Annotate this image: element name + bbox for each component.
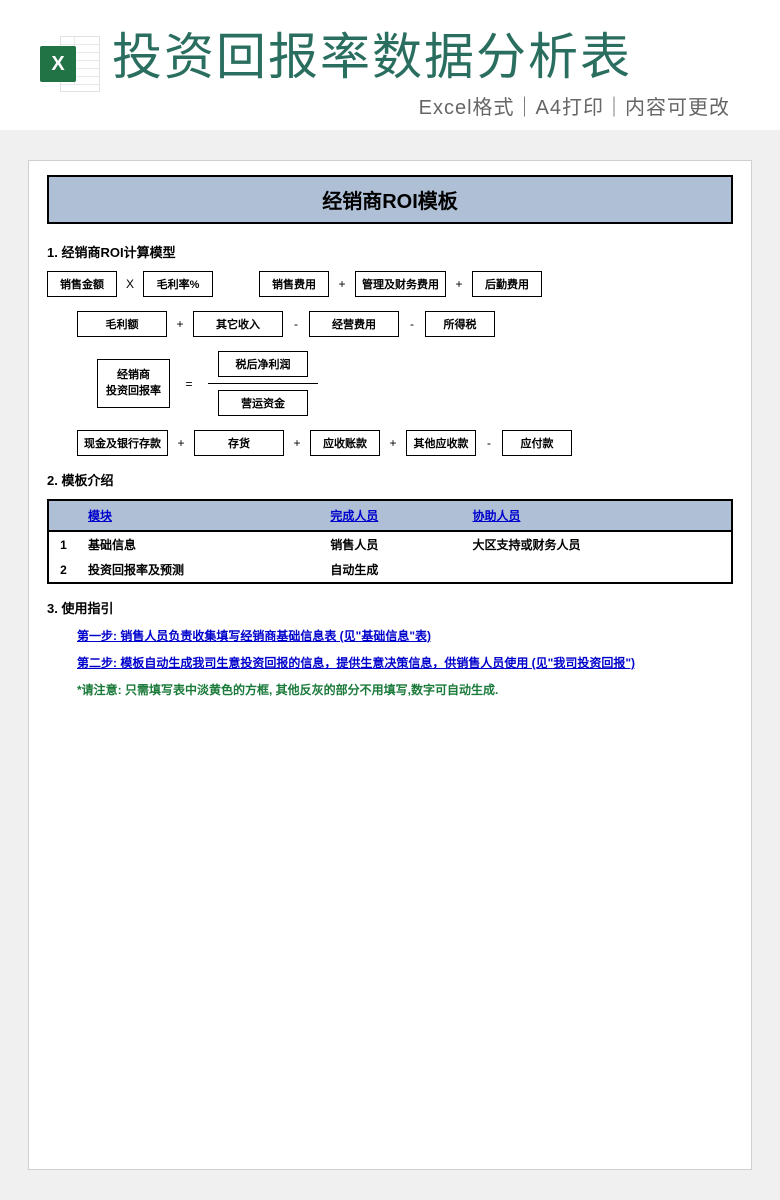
cell-owner: 销售人员	[320, 531, 462, 557]
cell-assist: 大区支持或财务人员	[462, 531, 732, 557]
box-net-profit: 税后净利润	[218, 351, 308, 377]
th-owner[interactable]: 完成人员	[320, 500, 462, 531]
box-admin-expense: 管理及财务费用	[355, 271, 446, 297]
op-plus: +	[175, 317, 185, 331]
fraction: 税后净利润 营运资金	[208, 351, 318, 416]
section1-title: 1. 经销商ROI计算模型	[47, 242, 733, 261]
product-header: X 投资回报率数据分析表 Excel格式｜A4打印｜内容可更改	[0, 0, 780, 130]
table-row: 2 投资回报率及预测 自动生成	[48, 557, 732, 583]
box-logistics-expense: 后勤费用	[472, 271, 542, 297]
formula-row-3: 经销商 投资回报率 = 税后净利润 营运资金	[97, 351, 733, 416]
excel-icon: X	[40, 36, 100, 92]
box-income-tax: 所得税	[425, 311, 495, 337]
op-plus: +	[176, 436, 186, 450]
box-margin-pct: 毛利率%	[143, 271, 213, 297]
cell-module: 基础信息	[78, 531, 320, 557]
cell-num: 1	[48, 531, 78, 557]
box-other-receivables: 其他应收款	[406, 430, 476, 456]
fraction-line	[208, 383, 318, 384]
op-minus: -	[291, 317, 301, 331]
op-plus: +	[292, 436, 302, 450]
cell-num: 2	[48, 557, 78, 583]
box-other-income: 其它收入	[193, 311, 283, 337]
op-minus: -	[484, 436, 494, 450]
th-num	[48, 500, 78, 531]
formula-row-2: 毛利额 + 其它收入 - 经营费用 - 所得税	[77, 311, 733, 337]
guide-step2[interactable]: 第二步: 模板自动生成我司生意投资回报的信息，提供生意决策信息，供销售人员使用 …	[77, 654, 733, 671]
cell-module: 投资回报率及预测	[78, 557, 320, 583]
document-page: 经销商ROI模板 1. 经销商ROI计算模型 销售金额 X 毛利率% 销售费用 …	[28, 160, 752, 1170]
excel-badge: X	[40, 46, 76, 82]
table-row: 1 基础信息 销售人员 大区支持或财务人员	[48, 531, 732, 557]
th-module[interactable]: 模块	[78, 500, 320, 531]
table-header-row: 模块 完成人员 协助人员	[48, 500, 732, 531]
box-sales-expense: 销售费用	[259, 271, 329, 297]
doc-banner: 经销商ROI模板	[47, 175, 733, 224]
formula-row-4: 现金及银行存款 + 存货 + 应收账款 + 其他应收款 - 应付款	[77, 430, 733, 456]
box-receivables: 应收账款	[310, 430, 380, 456]
th-assist[interactable]: 协助人员	[462, 500, 732, 531]
intro-table: 模块 完成人员 协助人员 1 基础信息 销售人员 大区支持或财务人员 2 投资回…	[47, 499, 733, 584]
box-cash-bank: 现金及银行存款	[77, 430, 168, 456]
box-payables: 应付款	[502, 430, 572, 456]
roi-line1: 经销商	[106, 368, 161, 383]
op-minus: -	[407, 317, 417, 331]
box-inventory: 存货	[194, 430, 284, 456]
cell-assist	[462, 557, 732, 583]
guide-note: *请注意: 只需填写表中淡黄色的方框, 其他反灰的部分不用填写,数字可自动生成.	[77, 681, 733, 698]
op-multiply: X	[125, 277, 135, 291]
cell-owner: 自动生成	[320, 557, 462, 583]
op-equals: =	[184, 377, 194, 391]
box-sales-amount: 销售金额	[47, 271, 117, 297]
op-plus: +	[388, 436, 398, 450]
box-working-capital: 营运资金	[218, 390, 308, 416]
section3-title: 3. 使用指引	[47, 598, 733, 617]
section2-title: 2. 模板介绍	[47, 470, 733, 489]
box-roi-label: 经销商 投资回报率	[97, 359, 170, 408]
roi-line2: 投资回报率	[106, 384, 161, 399]
page-subtitle: Excel格式｜A4打印｜内容可更改	[112, 91, 740, 120]
guide-step1[interactable]: 第一步: 销售人员负责收集填写经销商基础信息表 (见"基础信息"表)	[77, 627, 733, 644]
page-title: 投资回报率数据分析表	[112, 30, 740, 85]
box-gross-profit: 毛利额	[77, 311, 167, 337]
box-operating-expense: 经营费用	[309, 311, 399, 337]
op-plus: +	[337, 277, 347, 291]
formula-row-1: 销售金额 X 毛利率% 销售费用 + 管理及财务费用 + 后勤费用	[47, 271, 733, 297]
op-plus: +	[454, 277, 464, 291]
